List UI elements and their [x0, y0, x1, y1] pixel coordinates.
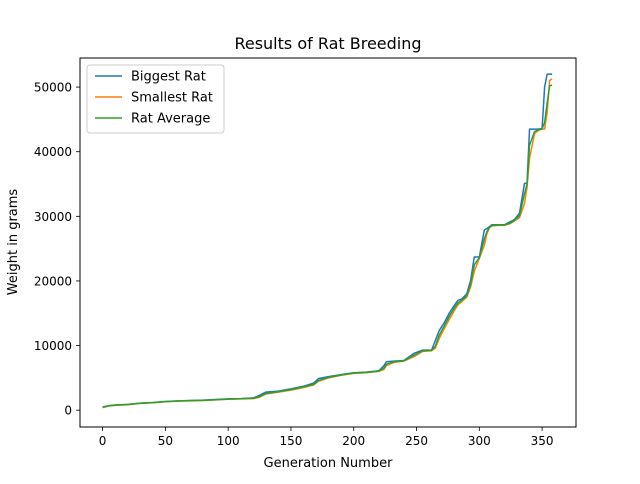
y-tick-label: 30000 [34, 210, 72, 224]
legend-label: Smallest Rat [131, 91, 213, 106]
x-tick-label: 100 [217, 434, 240, 448]
y-tick-label: 0 [64, 404, 72, 418]
series-line-rat-average [102, 84, 553, 409]
x-tick-label: 300 [468, 434, 491, 448]
y-axis-ticks: 0 10000 20000 30000 40000 50000 [34, 81, 80, 418]
y-tick-label: 50000 [34, 81, 72, 95]
chart-title: Results of Rat Breeding [234, 34, 421, 53]
x-tick-label: 250 [405, 434, 428, 448]
legend-label: Biggest Rat [131, 70, 206, 85]
legend-label: Rat Average [131, 112, 210, 127]
x-tick-label: 150 [280, 434, 303, 448]
legend: Biggest Rat Smallest Rat Rat Average [86, 64, 225, 134]
x-axis-ticks: 0 50 100 150 200 250 300 350 [99, 427, 554, 448]
y-axis-label: Weight in grams [6, 189, 21, 296]
x-tick-label: 0 [99, 434, 107, 448]
x-tick-label: 200 [342, 434, 365, 448]
x-tick-label: 350 [531, 434, 554, 448]
y-tick-label: 20000 [34, 274, 72, 288]
legend-box [86, 64, 225, 134]
plot-lines [102, 73, 553, 409]
axes-frame [79, 57, 577, 428]
x-tick-label: 50 [158, 434, 173, 448]
y-tick-label: 10000 [34, 339, 72, 353]
y-tick-label: 40000 [34, 145, 72, 159]
x-axis-label: Generation Number [264, 456, 394, 471]
